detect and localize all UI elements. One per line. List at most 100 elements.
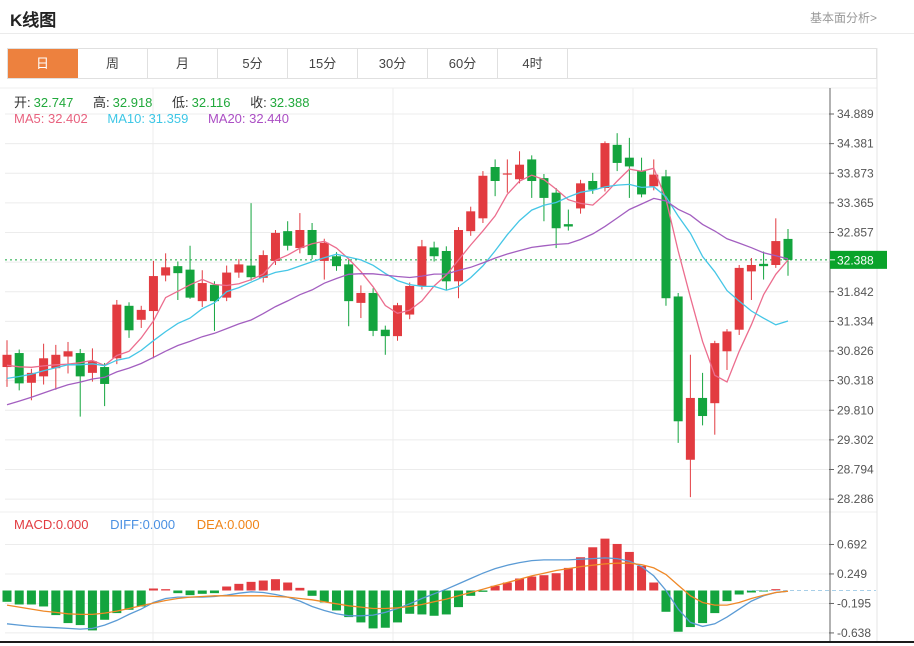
fundamental-analysis-link[interactable]: 基本面分析> (809, 11, 877, 25)
candle-body (649, 174, 659, 187)
dea-label: DEA: (196, 517, 228, 532)
macd-hist-bar (441, 590, 451, 615)
grid-layer (0, 48, 878, 641)
price-axis: 34.889 34.381 33.873 33.365 32.857 31.842 31.3… (829, 88, 874, 641)
candle-body (429, 247, 439, 257)
price-tick-label: 29.302 (837, 433, 874, 447)
macd-hist-bar (307, 590, 317, 596)
header-divider (0, 33, 914, 34)
macd-hist-bar (319, 590, 329, 603)
candle-body (454, 229, 464, 282)
tab-60min[interactable]: 60分 (428, 49, 498, 78)
candle-body (600, 143, 610, 189)
macd-hist-bar (515, 578, 525, 591)
candle-body (722, 331, 732, 352)
macd-hist-bar (185, 590, 195, 596)
ma5-value: 32.402 (47, 111, 88, 126)
macd-legend: MACD:0.000 DIFF:0.000 DEA:0.000 (14, 517, 260, 532)
candle-body (478, 175, 488, 219)
candle-body (87, 361, 97, 373)
candle-body (234, 264, 244, 273)
candle-body (563, 224, 573, 227)
macd-hist-bar (295, 587, 305, 591)
candle-body (527, 159, 537, 182)
price-tick-label: 34.381 (837, 137, 874, 151)
candle-body (539, 178, 549, 198)
macd-hist-bar (124, 590, 134, 610)
tab-5min[interactable]: 5分 (218, 49, 288, 78)
candle-body (124, 305, 134, 331)
diff-label: DIFF: (110, 517, 143, 532)
macd-label: MACD: (14, 517, 56, 532)
period-tab-bar: 日 周 月 5分 15分 30分 60分 4时 (7, 48, 877, 79)
candle-body (63, 351, 73, 357)
tab-day[interactable]: 日 (8, 49, 78, 78)
candle-body (637, 171, 647, 195)
candle-body (710, 343, 720, 404)
macd-hist-bar (551, 573, 561, 591)
page-title: K线图 (10, 11, 57, 30)
price-tick-label: 33.365 (837, 196, 874, 210)
macd-hist-bar (209, 590, 219, 594)
candle-body (51, 354, 61, 369)
candle-body (136, 309, 146, 320)
macd-hist-bar (234, 583, 244, 591)
macd-hist-bar (51, 590, 61, 616)
macd-hist-bar (527, 576, 537, 591)
candle-body (283, 231, 293, 246)
macd-hist-bar (222, 586, 232, 591)
macd-hist-bar (698, 590, 708, 624)
chart-bottom-border (0, 641, 914, 643)
candle-body (490, 167, 500, 182)
candle-body (551, 192, 561, 229)
price-tick-label: 31.334 (837, 314, 874, 328)
candle-body (380, 329, 390, 337)
ma5-line (6, 167, 789, 383)
macd-hist-bar (283, 582, 293, 591)
macd-hist-bar (637, 565, 647, 591)
macd-hist-bar (685, 590, 695, 628)
tab-15min[interactable]: 15分 (288, 49, 358, 78)
macd-hist-bar (331, 590, 341, 611)
macd-tick-label: 0.692 (837, 537, 867, 551)
tab-4hour[interactable]: 4时 (498, 49, 568, 78)
candle-body (405, 285, 415, 315)
macd-hist-bar (771, 589, 781, 591)
tab-30min[interactable]: 30分 (358, 49, 428, 78)
candle-body (2, 354, 12, 368)
macd-panel (2, 538, 876, 632)
candle-body (661, 176, 671, 299)
macd-hist-bar (746, 590, 756, 593)
candle-body (759, 263, 769, 267)
ma10-line (6, 183, 789, 380)
macd-hist-bar (161, 589, 171, 591)
tab-week[interactable]: 周 (78, 49, 148, 78)
candle-body (417, 246, 427, 286)
candle-body (295, 229, 305, 249)
low-label: 低: (172, 95, 189, 110)
macd-hist-bar (246, 581, 256, 591)
ma10-label: MA10: (107, 111, 145, 126)
candle-body (112, 304, 122, 359)
macd-hist-bar (258, 580, 268, 591)
svg-text:32.388: 32.388 (837, 253, 874, 267)
macd-hist-bar (14, 590, 24, 605)
macd-hist-bar (63, 590, 73, 624)
dea-line (6, 562, 789, 616)
candle-body (502, 173, 512, 175)
price-tick-label: 30.318 (837, 374, 874, 388)
dea-value: 0.000 (227, 517, 260, 532)
candle-body (258, 255, 268, 278)
candle-body (185, 269, 195, 298)
candle-body (307, 229, 317, 256)
macd-hist-bar (588, 547, 598, 591)
candle-body (344, 264, 354, 302)
macd-hist-bar (344, 590, 354, 618)
macd-hist-bar (87, 590, 97, 631)
tab-month[interactable]: 月 (148, 49, 218, 78)
candle-body (685, 397, 695, 460)
candle-body (466, 211, 476, 232)
candle-body (39, 358, 49, 377)
macd-hist-bar (2, 590, 12, 602)
